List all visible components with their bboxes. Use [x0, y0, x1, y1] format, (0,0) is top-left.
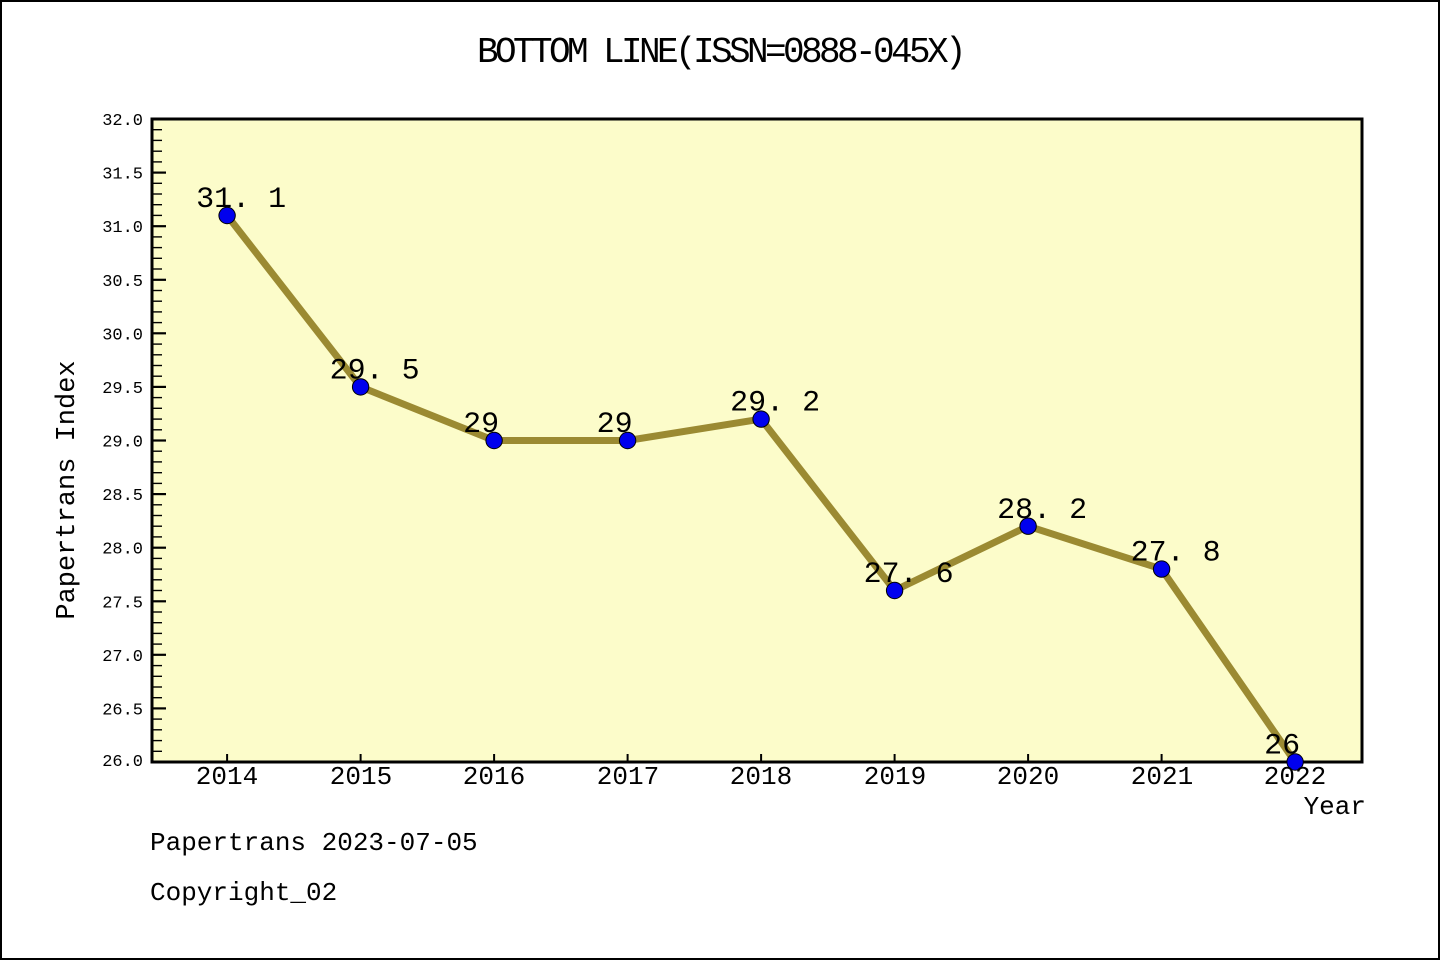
svg-text:26.0: 26.0 [102, 753, 143, 772]
svg-text:28.5: 28.5 [102, 487, 143, 506]
svg-text:29.0: 29.0 [102, 434, 143, 453]
svg-text:27. 8: 27. 8 [1131, 537, 1221, 571]
svg-text:29. 2: 29. 2 [730, 387, 820, 421]
svg-text:29. 5: 29. 5 [330, 355, 420, 389]
svg-text:2015: 2015 [330, 762, 392, 792]
svg-text:29: 29 [463, 408, 499, 442]
svg-text:28.0: 28.0 [102, 541, 143, 560]
svg-text:28. 2: 28. 2 [997, 494, 1087, 528]
svg-text:2020: 2020 [997, 762, 1059, 792]
svg-text:27.0: 27.0 [102, 648, 143, 667]
svg-text:2018: 2018 [730, 762, 792, 792]
svg-text:32.0: 32.0 [102, 112, 143, 131]
svg-text:29: 29 [597, 408, 633, 442]
svg-text:30.5: 30.5 [102, 273, 143, 292]
svg-text:2014: 2014 [196, 762, 258, 792]
svg-text:31.5: 31.5 [102, 166, 143, 185]
svg-text:27. 6: 27. 6 [864, 558, 954, 592]
svg-text:2021: 2021 [1131, 762, 1193, 792]
svg-text:29.5: 29.5 [102, 380, 143, 399]
svg-text:26.5: 26.5 [102, 701, 143, 720]
svg-text:2022: 2022 [1264, 762, 1326, 792]
svg-text:2019: 2019 [864, 762, 926, 792]
svg-text:30.0: 30.0 [102, 326, 143, 345]
svg-text:Papertrans Index: Papertrans Index [53, 360, 83, 619]
svg-text:2016: 2016 [463, 762, 525, 792]
svg-text:2017: 2017 [597, 762, 659, 792]
svg-text:31. 1: 31. 1 [196, 183, 286, 217]
svg-text:Year: Year [1304, 792, 1366, 822]
svg-text:26: 26 [1264, 730, 1300, 764]
svg-text:27.5: 27.5 [102, 594, 143, 613]
svg-text:31.0: 31.0 [102, 219, 143, 238]
